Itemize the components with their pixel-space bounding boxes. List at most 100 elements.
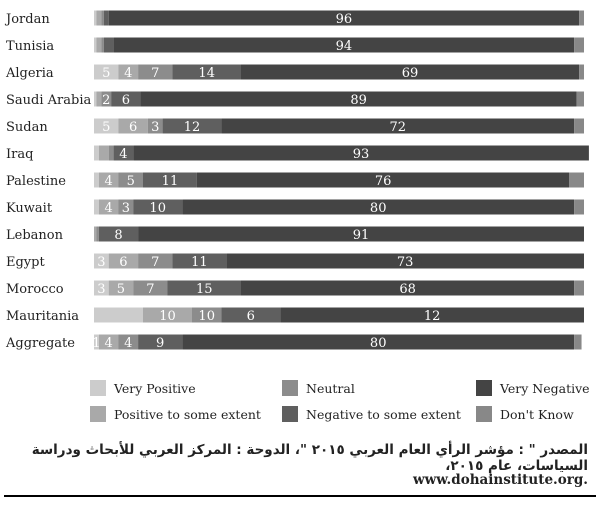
legend-label: Very Positive — [114, 380, 196, 396]
bar-segment — [108, 145, 114, 161]
bar-value-label: 72 — [390, 120, 407, 135]
bar-value-label: 14 — [198, 66, 215, 81]
bar-segment — [94, 10, 97, 26]
bar-segment — [133, 280, 168, 296]
bar-segment — [98, 172, 119, 188]
bar-segment — [103, 37, 114, 53]
bar-segment — [118, 118, 148, 134]
legend-item: Don't Know — [476, 406, 574, 422]
bar-value-label: 76 — [375, 174, 392, 189]
bar-value-label: 6 — [119, 255, 127, 270]
bar-segment — [98, 226, 139, 242]
bar-segment — [138, 334, 183, 350]
bar-segment — [138, 253, 173, 269]
bar-value-label: 2 — [102, 93, 110, 108]
bar-segment — [94, 37, 97, 53]
bar-segment — [96, 37, 102, 53]
bar-segment — [576, 91, 584, 107]
bar-segment — [94, 226, 97, 242]
legend-swatch — [476, 406, 492, 422]
bar-value-label: 5 — [102, 120, 110, 135]
legend-swatch — [90, 406, 106, 422]
bar-segment — [96, 10, 102, 26]
bar-value-label: 68 — [399, 282, 416, 297]
bar-segment — [111, 91, 141, 107]
bar-segment — [172, 253, 227, 269]
bar-value-label: 80 — [370, 336, 387, 351]
bottom-rule — [4, 495, 596, 497]
bar-value-label: 7 — [146, 282, 154, 297]
bar-value-label: 10 — [198, 309, 215, 324]
legend-item: Negative to some extent — [282, 406, 461, 422]
bar-segment — [118, 64, 139, 80]
legend-swatch — [476, 380, 492, 396]
bar-segment — [138, 64, 173, 80]
bar-segment — [579, 64, 584, 80]
category-label: Morocco — [6, 282, 64, 297]
bar-value-label: 3 — [122, 201, 130, 216]
bar-value-label: 12 — [424, 309, 441, 324]
category-label: Sudan — [6, 120, 48, 135]
bar-segment — [221, 118, 575, 134]
source-citation: المصدر " : مؤشر الرأي العام العربي ٢٠١٥ … — [31, 442, 588, 474]
bar-value-label: 10 — [159, 309, 176, 324]
bar-value-label: 10 — [149, 201, 166, 216]
bar-value-label: 7 — [151, 255, 159, 270]
bar-segment — [226, 253, 585, 269]
bar-segment — [118, 199, 134, 215]
bar-value-label: 4 — [105, 336, 113, 351]
bar-segment — [143, 172, 197, 188]
bar-segment — [113, 37, 575, 53]
bar-segment — [96, 91, 102, 107]
bar-value-label: 15 — [196, 282, 213, 297]
legend-item: Very Positive — [90, 380, 196, 396]
bar-segment — [241, 64, 580, 80]
bar-segment — [133, 199, 183, 215]
bar-segment — [94, 307, 143, 323]
bar-segment — [133, 145, 589, 161]
category-label: Tunisia — [6, 39, 54, 54]
bar-value-label: 3 — [151, 120, 159, 135]
bar-value-label: 4 — [105, 174, 113, 189]
bar-segment — [108, 253, 139, 269]
bar-value-label: 7 — [151, 66, 159, 81]
bar-segment — [192, 307, 222, 323]
category-label: Saudi Arabia — [6, 93, 91, 108]
bar-segment — [94, 253, 109, 269]
source-url: www.dohainstitute.org. — [413, 472, 588, 488]
bar-segment — [94, 280, 109, 296]
bar-segment — [103, 10, 109, 26]
bar-segment — [113, 145, 134, 161]
bar-segment — [94, 118, 119, 134]
legend-label: Don't Know — [500, 406, 574, 422]
bar-value-label: 4 — [105, 201, 113, 216]
bar-value-label: 80 — [370, 201, 387, 216]
chart-legend: Very Positive Neutral Very Negative Positiv… — [0, 374, 600, 436]
bar-value-label: 4 — [124, 336, 132, 351]
bar-segment — [118, 334, 139, 350]
bar-segment — [221, 307, 281, 323]
bar-segment — [574, 199, 584, 215]
category-label: Egypt — [6, 255, 45, 270]
bar-segment — [108, 10, 580, 26]
bar-segment — [98, 199, 119, 215]
bar-value-label: 1 — [92, 336, 100, 351]
bar-segment — [579, 10, 584, 26]
bar-value-label: 6 — [129, 120, 137, 135]
bar-segment — [162, 118, 222, 134]
bar-segment — [569, 172, 584, 188]
legend-label: Neutral — [306, 380, 355, 396]
bar-value-label: 91 — [353, 228, 370, 243]
bar-segment — [94, 172, 99, 188]
bar-segment — [96, 226, 99, 242]
bar-segment — [108, 280, 134, 296]
category-label: Palestine — [6, 174, 66, 189]
bar-value-label: 5 — [102, 66, 110, 81]
bar-segment — [574, 280, 584, 296]
bar-value-label: 12 — [184, 120, 201, 135]
category-label: Mauritania — [6, 309, 79, 324]
category-label: Kuwait — [6, 201, 53, 216]
bar-segment — [98, 145, 109, 161]
bar-value-label: 69 — [402, 66, 419, 81]
bar-segment — [182, 199, 575, 215]
